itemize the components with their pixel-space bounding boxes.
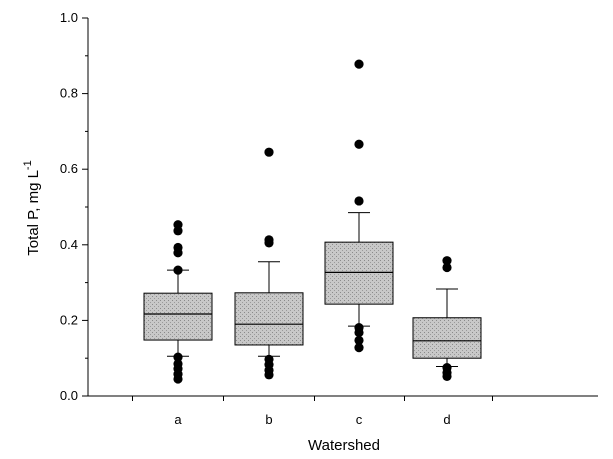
y-axis-title: Total P, mg L-1 [22, 160, 42, 255]
x-tick-label: d [443, 412, 450, 427]
outlier-point [173, 265, 183, 275]
x-tick-label: c [356, 412, 363, 427]
x-axis-title: Watershed [308, 437, 380, 454]
outlier-point [173, 226, 183, 236]
outlier-point [264, 370, 274, 380]
y-tick-label: 1.0 [60, 10, 78, 25]
box-b [234, 147, 304, 380]
box-d [412, 256, 482, 381]
box-a [143, 220, 213, 384]
y-axis-title-text: Total P, mg L [25, 170, 42, 256]
box-iqr [234, 292, 304, 346]
outlier-point [354, 59, 364, 69]
y-tick-label: 0.4 [60, 237, 78, 252]
y-tick-label: 0.6 [60, 161, 78, 176]
outlier-point [173, 352, 183, 362]
box-series [143, 59, 482, 384]
box-iqr [324, 241, 394, 305]
outlier-point [354, 343, 364, 353]
y-tick-label: 0.2 [60, 312, 78, 327]
outlier-point [264, 147, 274, 157]
outlier-point [354, 196, 364, 206]
outlier-point [354, 139, 364, 149]
box-c [324, 59, 394, 353]
box-iqr [143, 292, 213, 341]
outlier-point [442, 262, 452, 273]
axes: 0.0 0.2 0.4 0.6 0.8 1.0 a b c d [60, 10, 598, 427]
box-iqr [412, 317, 482, 359]
outlier-point [442, 256, 452, 266]
outlier-point [173, 374, 183, 384]
y-axis-title-superscript: -1 [22, 160, 34, 170]
x-tick-label: b [265, 412, 272, 427]
outlier-point [264, 238, 274, 248]
y-tick-label: 0.8 [60, 86, 78, 101]
x-tick-label: a [174, 412, 182, 427]
axis-labels: Watershed Total P, mg L-1 [22, 160, 380, 454]
outlier-point [173, 248, 183, 258]
outlier-point [442, 371, 452, 381]
outlier-point [354, 327, 364, 338]
y-tick-label: 0.0 [60, 388, 78, 403]
outlier-point [354, 335, 364, 346]
